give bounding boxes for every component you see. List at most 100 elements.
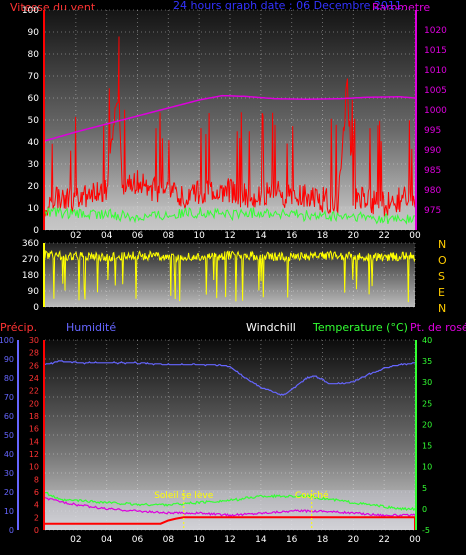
time-tick-label: 10: [193, 231, 205, 241]
humidity-tick-label: 60: [4, 412, 14, 421]
baro-tick-label: 990: [424, 146, 441, 156]
humidity-tick-label: 90: [4, 355, 14, 364]
temp-axis-ticks: -5 0 5 10 15 20 25 30 35 40: [422, 336, 432, 535]
time-tick-label: 20: [348, 231, 360, 241]
humidity-tick-label: 40: [4, 450, 14, 459]
temp-time-ticks: 02 04 06 08 10 12 14 16 18 20 22 00: [70, 535, 421, 545]
time-tick-label: 14: [255, 231, 267, 241]
time-tick-label: 14: [255, 535, 267, 545]
dewpoint-label: Pt. de rosée: [410, 321, 466, 334]
temp-tick-label: -5: [422, 526, 430, 535]
precip-tick-label: 0: [34, 526, 39, 535]
humidity-label: Humidité: [66, 321, 116, 334]
time-tick-label: 06: [132, 231, 144, 241]
temp-humidity-panel: Soleil se lève Couché 010203040506070809…: [0, 336, 432, 545]
time-tick-label: 22: [378, 231, 389, 241]
temp-tick-label: 40: [422, 336, 432, 345]
sunset-label: Couché: [295, 490, 329, 501]
precip-tick-label: 6: [34, 488, 39, 497]
humidity-tick-label: 80: [4, 374, 14, 383]
temp-tick-label: 0: [422, 505, 427, 514]
sunrise-label: Soleil se lève: [154, 490, 214, 501]
baro-tick-label: 1005: [424, 86, 447, 96]
time-tick-label: 10: [193, 535, 205, 545]
baro-tick-label: 1010: [424, 66, 447, 76]
precip-tick-label: 8: [34, 475, 39, 484]
precip-tick-label: 10: [29, 463, 39, 472]
time-tick-label: 04: [101, 535, 113, 545]
time-tick-label: 12: [224, 535, 235, 545]
humidity-axis-ticks: 0 10 20 30 40 50 60 70 80 90 100: [0, 336, 14, 535]
time-tick-label: 22: [378, 535, 389, 545]
precip-tick-label: 24: [29, 374, 39, 383]
dewpoint-series: [44, 496, 416, 518]
humidity-tick-label: 0: [9, 526, 14, 535]
humidity-tick-label: 30: [4, 469, 14, 478]
time-tick-label: 06: [132, 535, 144, 545]
time-tick-label: 04: [101, 231, 113, 241]
wind-direction-series: [44, 249, 416, 303]
direction-tick-label: 0: [33, 303, 39, 313]
wind-tick-label: 30: [28, 160, 40, 170]
wind-tick-label: 40: [28, 138, 40, 148]
precip-tick-label: 20: [29, 399, 39, 408]
baro-tick-label: 985: [424, 166, 441, 176]
temperature-series: [44, 492, 416, 512]
time-tick-label: 08: [163, 535, 175, 545]
wind-tick-label: 100: [22, 6, 39, 16]
humidity-tick-label: 100: [0, 336, 14, 345]
wind-tick-label: 90: [28, 28, 40, 38]
precip-tick-label: 22: [29, 387, 39, 396]
precip-tick-label: 16: [29, 425, 39, 434]
wind-tick-label: 0: [33, 226, 39, 236]
humidity-tick-label: 20: [4, 488, 14, 497]
wind-tick-label: 80: [28, 50, 40, 60]
precip-tick-label: 2: [34, 513, 39, 522]
time-tick-label: 08: [163, 231, 175, 241]
compass-letter: N: [438, 302, 446, 315]
wind-tick-label: 70: [28, 72, 40, 82]
temp-tick-label: 10: [422, 463, 432, 472]
direction-tick-label: 180: [22, 271, 39, 281]
direction-axis-ticks: 0 90 180 270 360: [22, 239, 39, 313]
wind-min-series: [44, 206, 416, 225]
temp-tick-label: 5: [422, 484, 427, 493]
wind-time-ticks: 02 04 06 08 10 12 14 16 18 20 22 00: [70, 231, 421, 241]
humidity-tick-label: 70: [4, 393, 14, 402]
direction-tick-label: 270: [22, 255, 39, 265]
wind-calm-band: [45, 206, 415, 230]
temperature-label: Temperature (°C): [312, 321, 408, 334]
direction-tick-label: 90: [28, 287, 40, 297]
compass-letter: E: [438, 286, 445, 299]
time-tick-label: 02: [70, 535, 81, 545]
precip-tick-label: 26: [29, 361, 39, 370]
barometer-series: [44, 94, 416, 142]
time-tick-label: 16: [286, 231, 298, 241]
time-tick-label: 00: [409, 231, 421, 241]
temp-panel-background: [45, 340, 415, 530]
baro-tick-label: 1020: [424, 26, 447, 36]
precip-tick-label: 28: [29, 349, 39, 358]
chart-title: 24 hours graph date : 06 Decembre 2011: [173, 0, 402, 12]
wind-speed-series: [44, 36, 416, 217]
baro-axis-ticks: 975 980 985 990 995 1000 1005 1010 1015 1020: [424, 26, 447, 216]
wind-axis-ticks: 0 10 20 30 40 50 60 70 80 90 100: [22, 6, 39, 236]
time-tick-label: 20: [348, 535, 360, 545]
precip-label: Précip.: [0, 321, 37, 334]
baro-tick-label: 995: [424, 126, 441, 136]
wind-tick-label: 50: [28, 116, 40, 126]
baro-tick-label: 1000: [424, 106, 447, 116]
precip-tick-label: 30: [29, 336, 39, 345]
wind-tick-label: 10: [28, 204, 40, 214]
humidity-tick-label: 10: [4, 507, 14, 516]
time-tick-label: 02: [70, 231, 81, 241]
temp-tick-label: 15: [422, 442, 432, 451]
compass-letter: O: [438, 254, 447, 267]
temp-tick-label: 25: [422, 399, 432, 408]
wind-tick-label: 60: [28, 94, 40, 104]
time-tick-label: 16: [286, 535, 298, 545]
